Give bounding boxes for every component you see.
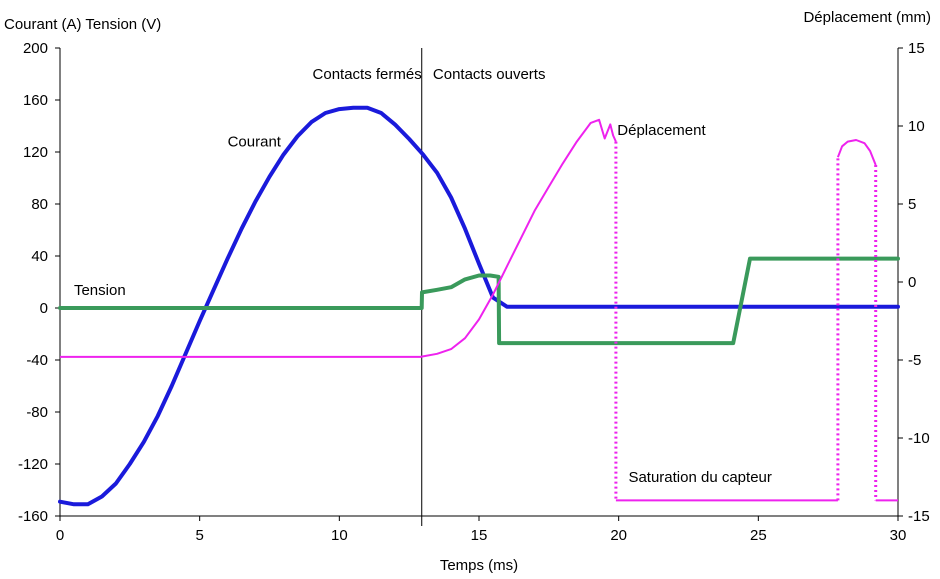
y-left-tick-label: 80 <box>31 196 48 213</box>
annotation-group: Contacts fermés Contacts ouverts Courant Dé… <box>74 66 772 486</box>
y-right-tick-label: -10 <box>908 430 930 447</box>
x-tick-label: 25 <box>750 527 767 544</box>
y-left-tick-group: 200 160 120 80 40 0 -40 -80 -120 -160 <box>18 40 60 525</box>
y-left-tick-label: 160 <box>23 92 48 109</box>
x-tick-group: 0 5 10 15 20 25 30 <box>56 516 907 544</box>
y-right-tick-label: -15 <box>908 508 930 525</box>
annotation-label: Contacts fermés <box>313 66 422 83</box>
x-axis-title: Temps (ms) <box>440 557 518 574</box>
annotation-label: Saturation du capteur <box>628 469 771 486</box>
deplacement-segment <box>60 118 617 358</box>
y-left-tick-label: 200 <box>23 40 48 57</box>
y-left-tick-label: -40 <box>26 352 48 369</box>
x-tick-label: 0 <box>56 527 64 544</box>
y-left-tick-label: 40 <box>31 248 48 265</box>
courant-line <box>58 105 900 507</box>
y-left-tick-label: -120 <box>18 456 48 473</box>
y-right-tick-label: 0 <box>908 274 916 291</box>
x-tick-label: 5 <box>195 527 203 544</box>
right-axis-title: Déplacement (mm) <box>803 9 931 26</box>
tension-line <box>58 256 900 346</box>
annotation-label: Contacts ouverts <box>433 66 546 83</box>
annotation-label: Déplacement <box>617 122 706 139</box>
x-tick-label: 10 <box>331 527 348 544</box>
annotation-label: Courant <box>228 134 282 151</box>
y-right-tick-label: 15 <box>908 40 925 57</box>
x-tick-label: 20 <box>610 527 627 544</box>
y-left-tick-label: -160 <box>18 508 48 525</box>
y-right-tick-label: 10 <box>908 118 925 135</box>
left-axis-title: Courant (A) Tension (V) <box>4 16 161 33</box>
y-left-tick-label: 0 <box>40 300 48 317</box>
y-left-tick-label: 120 <box>23 144 48 161</box>
x-tick-label: 30 <box>890 527 907 544</box>
y-left-tick-label: -80 <box>26 404 48 421</box>
deplacement-segment <box>836 139 877 166</box>
y-right-tick-group: 15 10 5 0 -5 -10 -15 <box>898 40 930 525</box>
y-right-tick-label: -5 <box>908 352 921 369</box>
series-layer <box>58 105 900 507</box>
x-tick-label: 15 <box>471 527 488 544</box>
y-right-tick-label: 5 <box>908 196 916 213</box>
annotation-label: Tension <box>74 282 126 299</box>
